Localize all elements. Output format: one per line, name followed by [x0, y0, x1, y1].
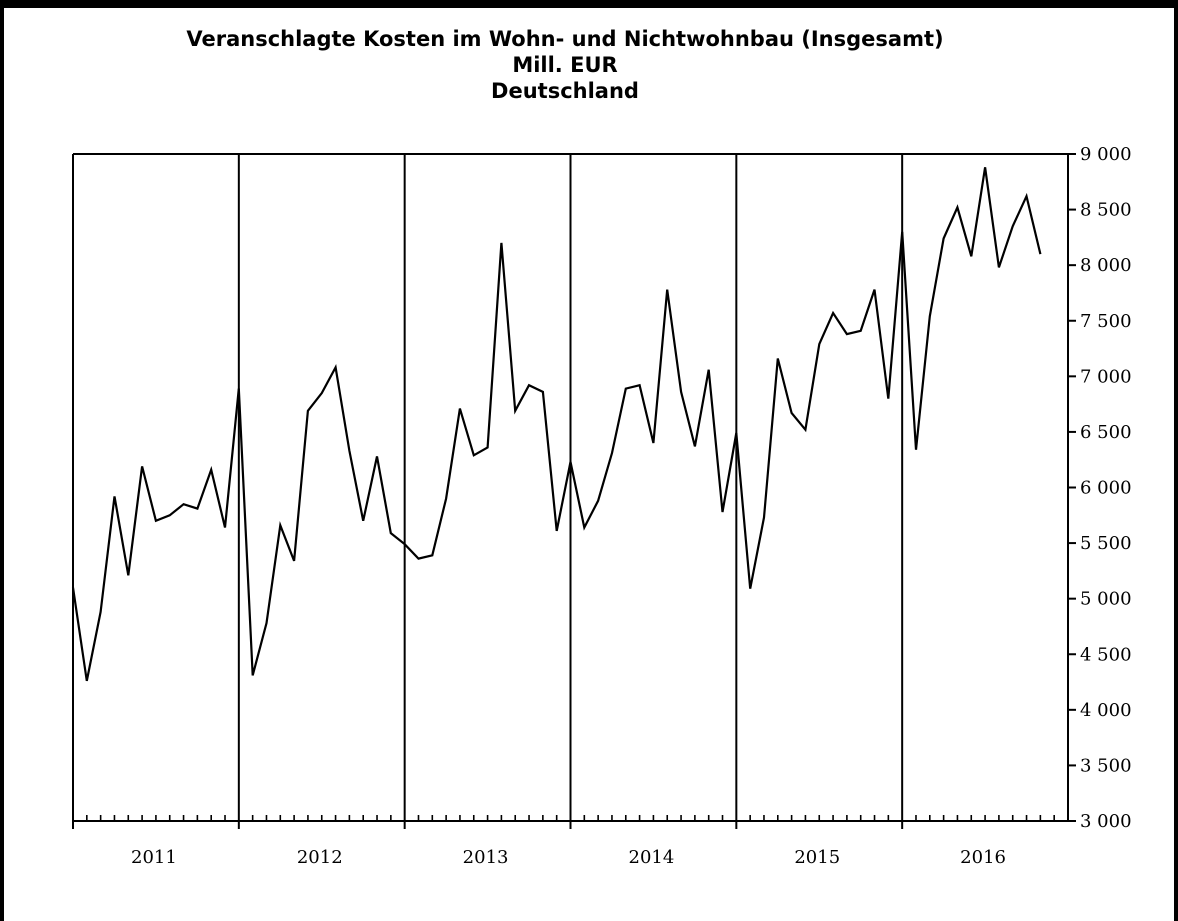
y-tick-label: 3 500	[1080, 755, 1132, 776]
series-layer	[71, 167, 1042, 682]
y-tick-label: 6 000	[1080, 478, 1132, 499]
y-tick-label: 6 500	[1080, 422, 1132, 443]
y-tick-label: 5 000	[1080, 589, 1132, 610]
chart-titles: Veranschlagte Kosten im Wohn- und Nichtw…	[0, 26, 1130, 104]
y-tick-label: 4 500	[1080, 644, 1132, 665]
chart-subtitle: Mill. EUR	[512, 53, 618, 77]
y-tick-label: 7 500	[1080, 311, 1132, 332]
y-tick-label: 8 500	[1080, 200, 1132, 221]
labels-layer: 2011 2012 2013 2014 2015 2016 3 000 3 500 4 000 4…	[131, 144, 1132, 868]
x-tick-label: 2013	[463, 847, 509, 868]
y-tick-label: 7 000	[1080, 366, 1132, 387]
x-tick-label: 2011	[131, 847, 177, 868]
chart-region: Deutschland	[491, 79, 639, 103]
y-tick-label: 8 000	[1080, 255, 1132, 276]
chart-title: Veranschlagte Kosten im Wohn- und Nichtw…	[186, 27, 944, 51]
y-tick-label: 3 000	[1080, 811, 1132, 832]
y-tick-label: 5 500	[1080, 533, 1132, 554]
y-tick-label: 4 000	[1080, 700, 1132, 721]
axes	[72, 153, 1076, 829]
x-tick-label: 2015	[794, 847, 840, 868]
x-tick-label: 2012	[297, 847, 343, 868]
x-tick-label: 2016	[960, 847, 1006, 868]
year-separator-lines	[237, 154, 904, 829]
x-tick-label: 2014	[629, 847, 675, 868]
series-line	[71, 167, 1042, 682]
y-tick-label: 9 000	[1080, 144, 1132, 165]
